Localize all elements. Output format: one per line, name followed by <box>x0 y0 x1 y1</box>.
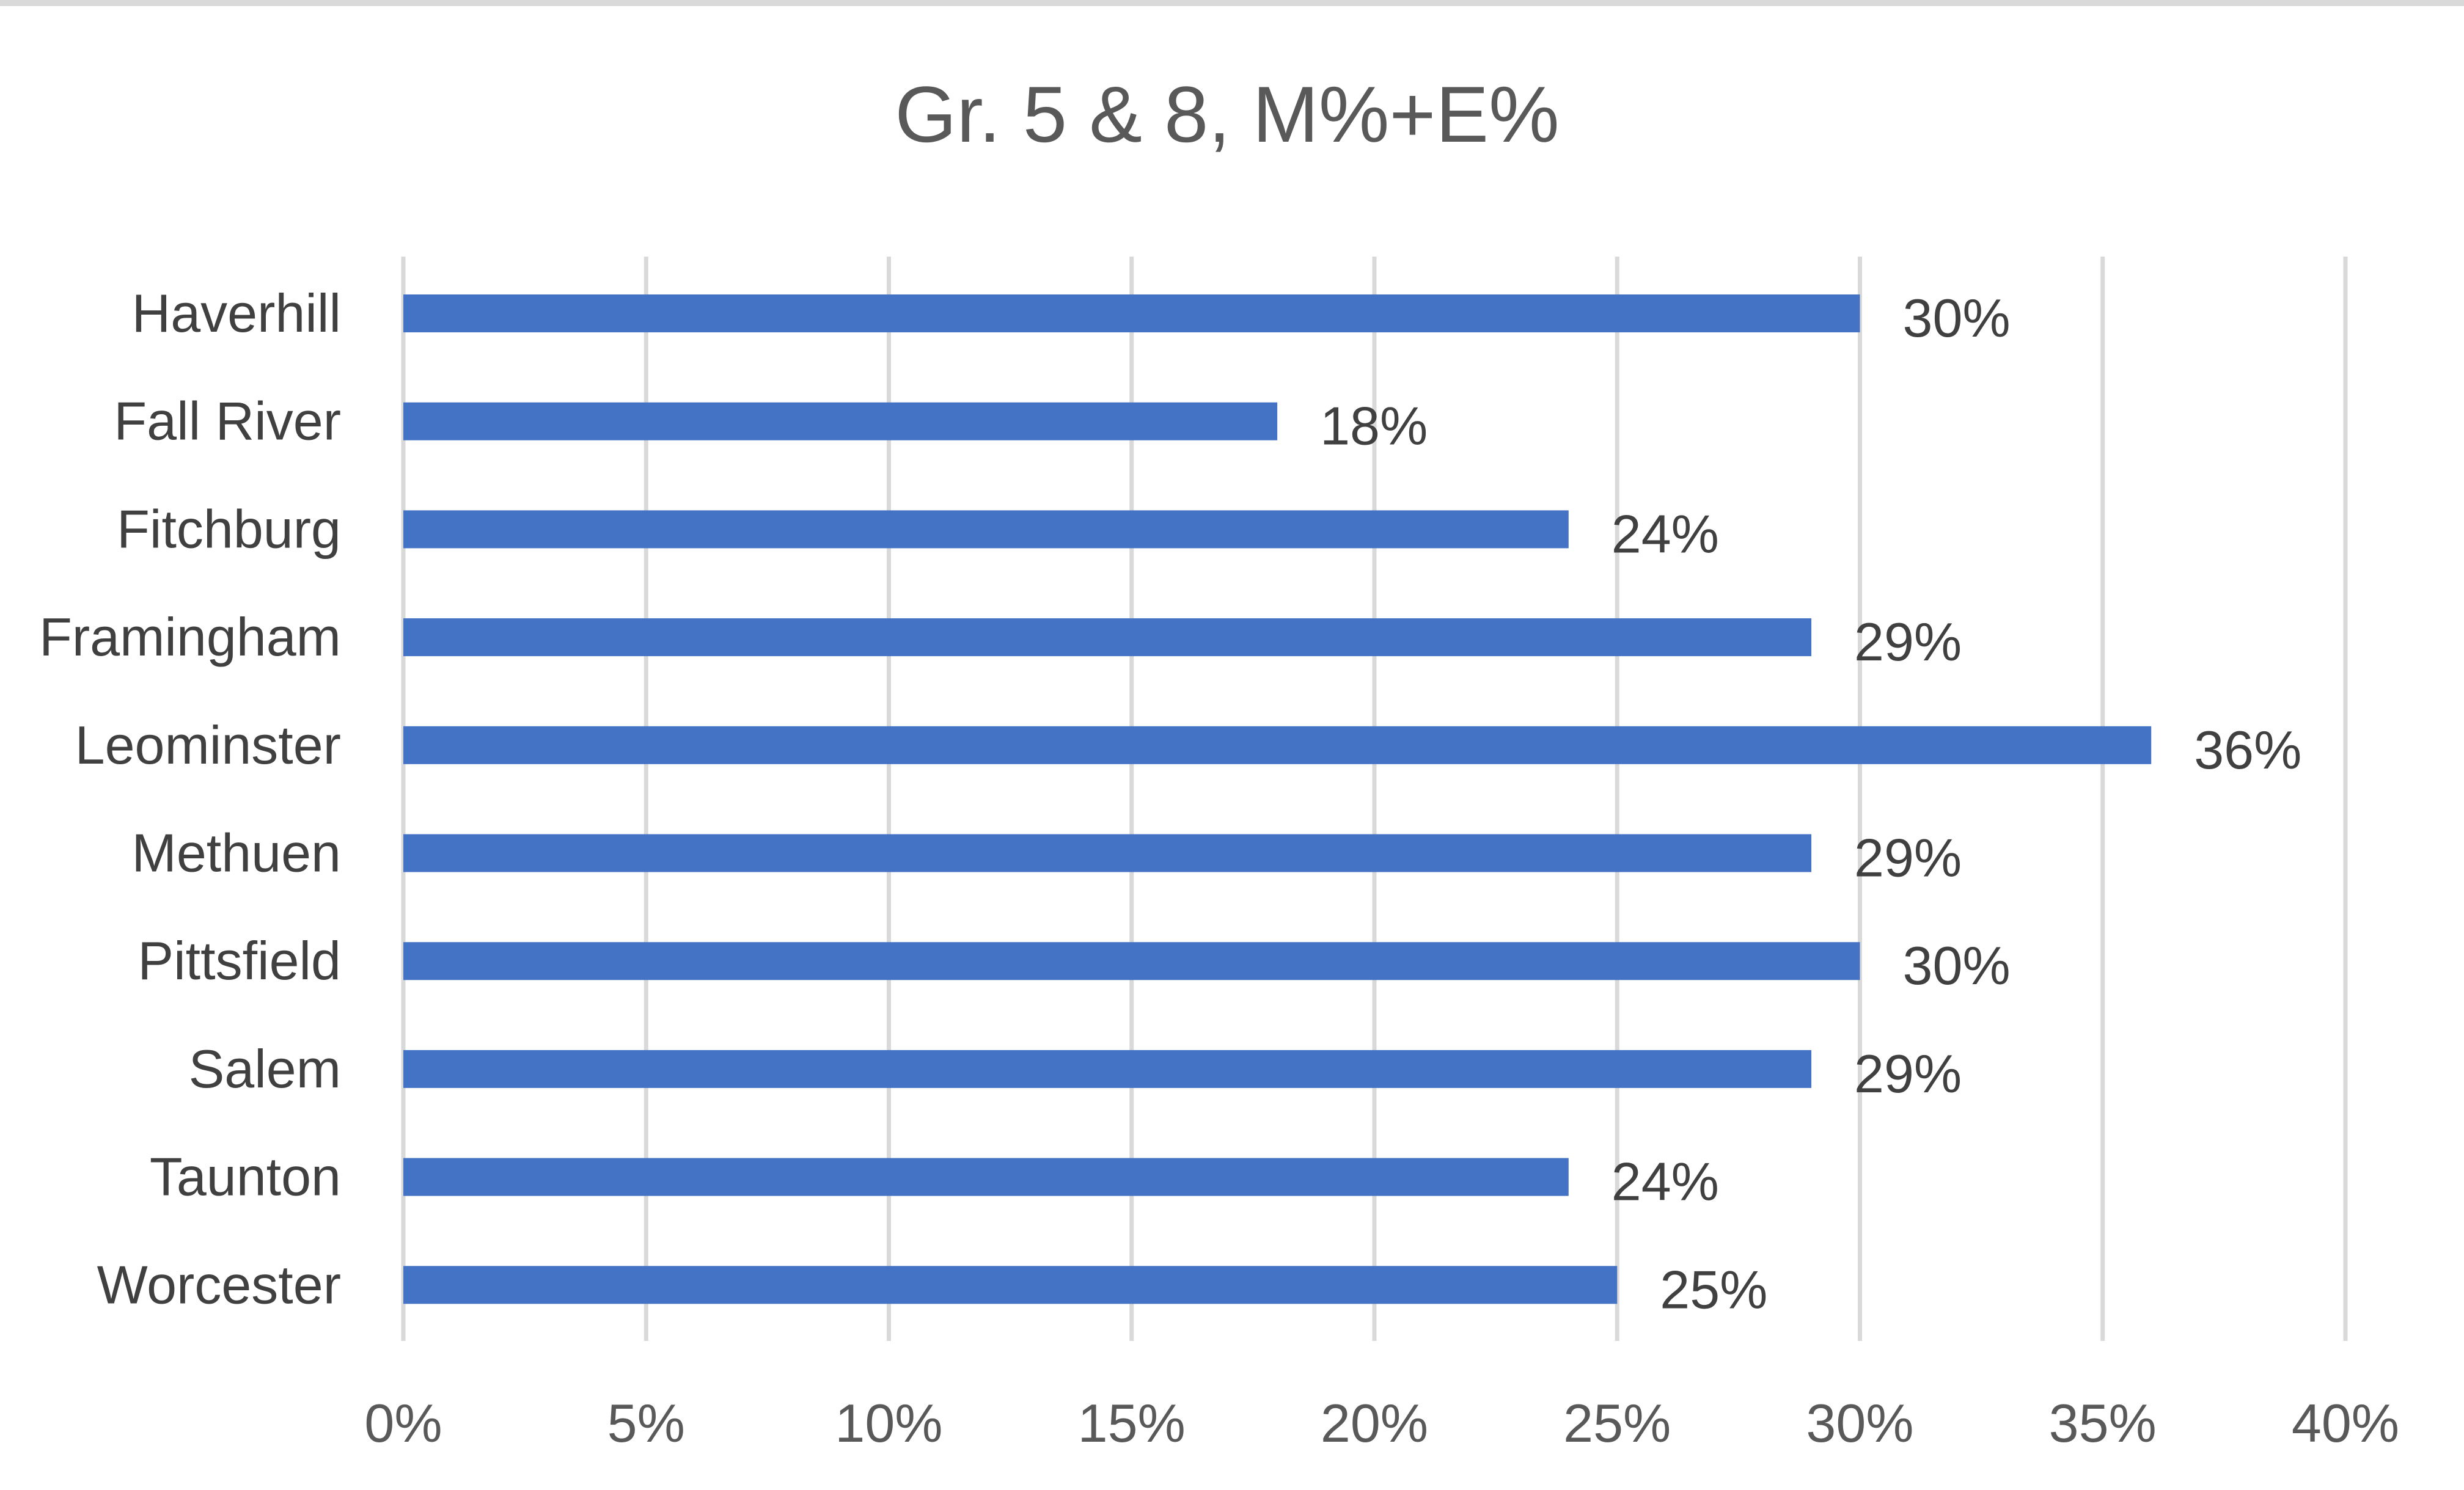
bar <box>403 402 1278 440</box>
bar <box>403 834 1812 872</box>
data-label: 18% <box>1320 396 1428 456</box>
bar <box>403 1158 1569 1196</box>
category-label: Framingham <box>39 607 341 667</box>
data-label: 29% <box>1854 1043 1962 1104</box>
category-label: Salem <box>189 1039 341 1099</box>
bar <box>403 726 2152 764</box>
category-label: Methuen <box>132 823 341 883</box>
x-tick-label: 5% <box>607 1393 685 1453</box>
data-label: 36% <box>2194 720 2301 780</box>
x-tick-label: 15% <box>1078 1393 1186 1453</box>
category-label: Pittsfield <box>138 930 341 991</box>
data-label: 25% <box>1660 1259 1767 1320</box>
x-tick-label: 0% <box>364 1393 442 1453</box>
bar <box>403 294 1860 332</box>
value-labels: 30% 18% 24% 29% 36% 29% 30% 29% 24% 25% <box>1320 288 2301 1320</box>
bar <box>403 1050 1812 1088</box>
category-label: Haverhill <box>132 283 341 343</box>
data-label: 29% <box>1854 828 1962 888</box>
x-tick-label: 40% <box>2292 1393 2399 1453</box>
x-tick-label: 10% <box>835 1393 942 1453</box>
bar <box>403 942 1860 981</box>
x-tick-label: 35% <box>2049 1393 2157 1453</box>
chart-title: Gr. 5 & 8, M%+E% <box>895 70 1559 159</box>
x-tick-label: 30% <box>1806 1393 1913 1453</box>
x-tick-label: 20% <box>1321 1393 1428 1453</box>
category-label: Fitchburg <box>117 498 341 559</box>
category-label: Taunton <box>150 1147 341 1207</box>
x-axis-ticks: 0% 5% 10% 15% 20% 25% 30% 35% 40% <box>364 1393 2399 1453</box>
data-label: 30% <box>1903 288 2011 348</box>
category-label: Fall River <box>114 391 341 451</box>
data-label: 24% <box>1612 1152 1719 1212</box>
data-label: 24% <box>1612 503 1719 564</box>
data-label: 30% <box>1903 935 2011 996</box>
data-label: 29% <box>1854 612 1962 672</box>
x-tick-label: 25% <box>1563 1393 1671 1453</box>
bar <box>403 1266 1618 1304</box>
bar <box>403 618 1812 657</box>
category-label: Worcester <box>97 1254 341 1315</box>
top-border <box>0 0 2464 6</box>
bars <box>403 294 2152 1304</box>
bar <box>403 510 1569 549</box>
category-label: Leominster <box>75 715 341 775</box>
category-labels: Haverhill Fall River Fitchburg Framingham Le… <box>39 283 341 1315</box>
